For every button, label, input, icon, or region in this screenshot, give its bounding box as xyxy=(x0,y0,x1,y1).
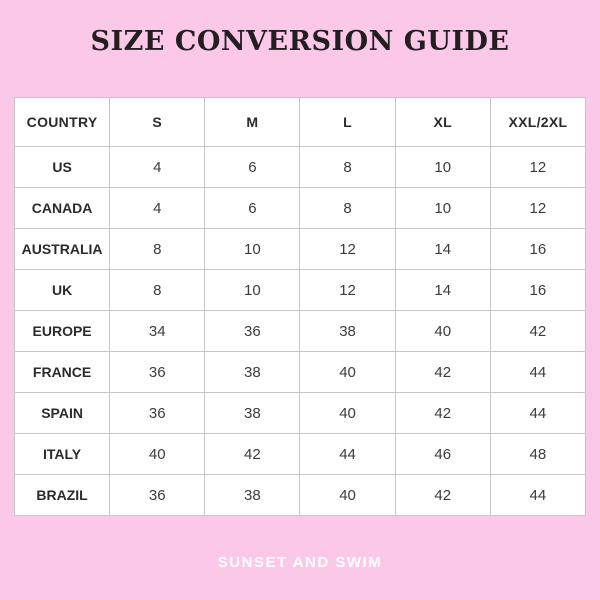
size-cell: 10 xyxy=(394,146,491,188)
size-cell: 8 xyxy=(299,146,396,188)
size-cell: 40 xyxy=(299,392,396,434)
size-cell: 40 xyxy=(299,474,396,516)
table-row-europe: EUROPE 34 36 38 40 42 xyxy=(13,310,587,352)
size-cell: 40 xyxy=(109,433,206,475)
size-cell: 12 xyxy=(299,228,396,270)
table-body: US 4 6 8 10 12 CANADA 4 6 8 10 12 AUSTRA… xyxy=(13,146,587,516)
size-cell: 42 xyxy=(394,392,491,434)
country-cell: CANADA xyxy=(13,187,111,229)
brand-name: SUNSET AND SWIM xyxy=(217,554,383,571)
size-cell: 36 xyxy=(109,351,206,393)
column-header-xxl: XXL/2XL xyxy=(489,97,587,147)
country-cell: FRANCE xyxy=(13,351,111,393)
size-cell: 38 xyxy=(204,392,301,434)
size-cell: 12 xyxy=(489,146,587,188)
size-cell: 44 xyxy=(299,433,396,475)
table-row-spain: SPAIN 36 38 40 42 44 xyxy=(13,392,587,434)
size-cell: 42 xyxy=(394,351,491,393)
column-header-country: COUNTRY xyxy=(13,97,111,147)
table-row-uk: UK 8 10 12 14 16 xyxy=(13,269,587,311)
size-cell: 8 xyxy=(109,269,206,311)
size-cell: 8 xyxy=(109,228,206,270)
country-cell: UK xyxy=(13,269,111,311)
size-cell: 44 xyxy=(489,392,587,434)
size-cell: 16 xyxy=(489,228,587,270)
size-cell: 48 xyxy=(489,433,587,475)
size-cell: 14 xyxy=(394,269,491,311)
size-cell: 8 xyxy=(299,187,396,229)
column-header-s: S xyxy=(109,97,206,147)
size-conversion-table: COUNTRY S M L XL XXL/2XL US 4 6 8 10 12 … xyxy=(13,97,587,516)
size-cell: 6 xyxy=(204,187,301,229)
size-cell: 42 xyxy=(394,474,491,516)
header-row: COUNTRY S M L XL XXL/2XL xyxy=(13,97,587,147)
size-cell: 42 xyxy=(204,433,301,475)
country-cell: AUSTRALIA xyxy=(13,228,111,270)
size-cell: 10 xyxy=(204,269,301,311)
table-row-canada: CANADA 4 6 8 10 12 xyxy=(13,187,587,229)
country-cell: ITALY xyxy=(13,433,111,475)
column-header-l: L xyxy=(299,97,396,147)
size-cell: 10 xyxy=(394,187,491,229)
size-cell: 36 xyxy=(109,392,206,434)
country-cell: SPAIN xyxy=(13,392,111,434)
page-title: SIZE CONVERSION GUIDE xyxy=(90,26,510,57)
size-cell: 4 xyxy=(109,187,206,229)
size-cell: 14 xyxy=(394,228,491,270)
size-cell: 4 xyxy=(109,146,206,188)
size-cell: 38 xyxy=(204,474,301,516)
size-cell: 38 xyxy=(299,310,396,352)
size-cell: 34 xyxy=(109,310,206,352)
table-row-brazil: BRAZIL 36 38 40 42 44 xyxy=(13,474,587,516)
table-header: COUNTRY S M L XL XXL/2XL xyxy=(13,97,587,147)
table-row-france: FRANCE 36 38 40 42 44 xyxy=(13,351,587,393)
size-cell: 38 xyxy=(204,351,301,393)
country-cell: US xyxy=(13,146,111,188)
table-row-italy: ITALY 40 42 44 46 48 xyxy=(13,433,587,475)
size-cell: 12 xyxy=(299,269,396,311)
country-cell: BRAZIL xyxy=(13,474,111,516)
table-row-australia: AUSTRALIA 8 10 12 14 16 xyxy=(13,228,587,270)
size-cell: 36 xyxy=(109,474,206,516)
size-cell: 16 xyxy=(489,269,587,311)
column-header-m: M xyxy=(204,97,301,147)
size-cell: 12 xyxy=(489,187,587,229)
table-row-us: US 4 6 8 10 12 xyxy=(13,146,587,188)
column-header-xl: XL xyxy=(394,97,491,147)
country-cell: EUROPE xyxy=(13,310,111,352)
size-cell: 40 xyxy=(299,351,396,393)
size-cell: 36 xyxy=(204,310,301,352)
size-cell: 40 xyxy=(394,310,491,352)
size-cell: 6 xyxy=(204,146,301,188)
size-cell: 44 xyxy=(489,474,587,516)
size-cell: 10 xyxy=(204,228,301,270)
size-cell: 44 xyxy=(489,351,587,393)
size-cell: 42 xyxy=(489,310,587,352)
size-cell: 46 xyxy=(394,433,491,475)
